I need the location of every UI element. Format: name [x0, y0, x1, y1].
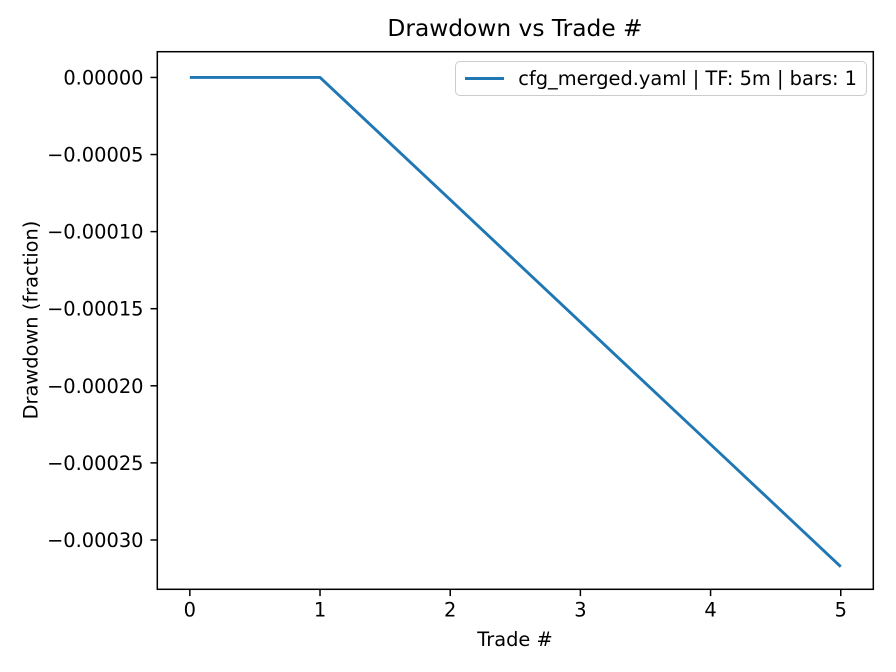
chart-title: Drawdown vs Trade #	[387, 15, 643, 42]
y-tick-label: 0.00000	[63, 66, 143, 89]
x-tick-label: 5	[835, 599, 847, 622]
y-axis-label: Drawdown (fraction)	[19, 220, 43, 420]
legend-label: cfg_merged.yaml | TF: 5m | bars: 1	[518, 67, 857, 90]
y-tick-label: −0.00025	[47, 452, 143, 475]
y-tick-label: −0.00020	[47, 375, 143, 398]
legend-line-sample-icon	[465, 77, 505, 80]
y-tick-label: −0.00010	[47, 221, 143, 244]
axes-spines	[156, 50, 875, 591]
x-tick-label: 2	[444, 599, 456, 622]
x-tick-label: 1	[314, 599, 326, 622]
x-tick-label: 4	[704, 599, 716, 622]
x-axis-label: Trade #	[477, 628, 553, 651]
series-line	[189, 75, 842, 568]
legend: cfg_merged.yaml | TF: 5m | bars: 1	[455, 61, 867, 96]
y-tick-label: −0.00015	[47, 298, 143, 321]
x-tick-label: 3	[574, 599, 586, 622]
y-tick-label: −0.00005	[47, 144, 143, 167]
x-tick-label: 0	[184, 599, 196, 622]
y-tick-label: −0.00030	[47, 529, 143, 552]
